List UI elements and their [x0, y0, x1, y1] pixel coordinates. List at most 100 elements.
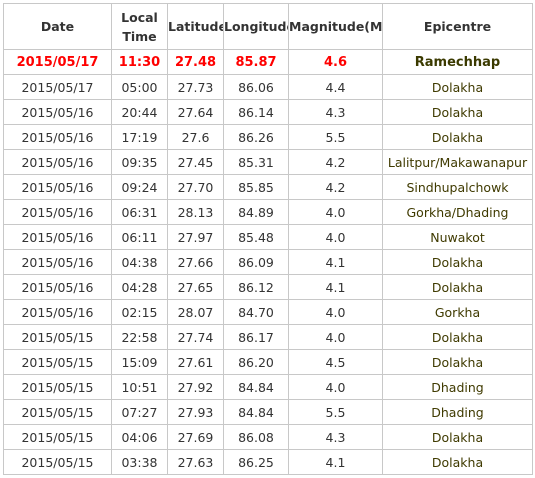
cell-epicentre: Sindhupalchowk	[382, 174, 533, 200]
cell-epicentre: Dolakha	[382, 424, 533, 450]
cell-date: 2015/05/16	[3, 274, 112, 300]
cell-date: 2015/05/16	[3, 124, 112, 150]
cell-local-time: 06:31	[111, 199, 168, 225]
cell-magnitude: 4.3	[288, 99, 383, 125]
cell-latitude: 27.70	[167, 174, 224, 200]
cell-local-time: 02:15	[111, 299, 168, 325]
cell-longitude: 86.12	[223, 274, 289, 300]
cell-epicentre: Dolakha	[382, 349, 533, 375]
cell-longitude: 85.48	[223, 224, 289, 250]
cell-local-time: 04:28	[111, 274, 168, 300]
cell-longitude: 86.20	[223, 349, 289, 375]
cell-longitude: 84.84	[223, 399, 289, 425]
cell-longitude: 86.06	[223, 74, 289, 100]
cell-local-time: 10:51	[111, 374, 168, 400]
table-row: 2015/05/16 09:35 27.45 85.31 4.2 Lalitpur/Mak…	[3, 149, 533, 175]
cell-magnitude: 4.1	[288, 449, 383, 475]
cell-magnitude: 5.5	[288, 124, 383, 150]
cell-epicentre: Dolakha	[382, 124, 533, 150]
cell-longitude: 86.08	[223, 424, 289, 450]
table-row: 2015/05/15 04:06 27.69 86.08 4.3 Dolakha	[3, 424, 533, 450]
cell-longitude: 84.89	[223, 199, 289, 225]
cell-latitude: 27.69	[167, 424, 224, 450]
cell-latitude: 28.07	[167, 299, 224, 325]
cell-local-time: 04:38	[111, 249, 168, 275]
cell-magnitude: 4.1	[288, 274, 383, 300]
cell-date: 2015/05/17	[3, 74, 112, 100]
cell-longitude: 84.84	[223, 374, 289, 400]
header-date: Date	[3, 3, 112, 50]
cell-magnitude: 4.2	[288, 149, 383, 175]
cell-epicentre: Dhading	[382, 374, 533, 400]
cell-magnitude: 5.5	[288, 399, 383, 425]
cell-latitude: 27.64	[167, 99, 224, 125]
cell-longitude: 86.17	[223, 324, 289, 350]
header-epicentre: Epicentre	[382, 3, 533, 50]
table-row: 2015/05/16 04:28 27.65 86.12 4.1 Dolakha	[3, 274, 533, 300]
cell-date: 2015/05/15	[3, 374, 112, 400]
table-row: 2015/05/16 06:31 28.13 84.89 4.0 Gorkha/Dhadi…	[3, 199, 533, 225]
cell-magnitude: 4.6	[288, 49, 383, 75]
cell-epicentre: Lalitpur/Makawanapur	[382, 149, 533, 175]
table-row: 2015/05/15 07:27 27.93 84.84 5.5 Dhading	[3, 399, 533, 425]
cell-date: 2015/05/16	[3, 249, 112, 275]
cell-date: 2015/05/15	[3, 349, 112, 375]
table-row: 2015/05/15 03:38 27.63 86.25 4.1 Dolakha	[3, 449, 533, 475]
cell-date: 2015/05/17	[3, 49, 112, 75]
cell-longitude: 84.70	[223, 299, 289, 325]
cell-epicentre: Ramechhap	[382, 49, 533, 75]
table-row: 2015/05/16 17:19 27.6 86.26 5.5 Dolakha	[3, 124, 533, 150]
cell-epicentre: Dolakha	[382, 249, 533, 275]
cell-latitude: 27.48	[167, 49, 224, 75]
cell-local-time: 09:24	[111, 174, 168, 200]
cell-latitude: 27.61	[167, 349, 224, 375]
cell-latitude: 27.73	[167, 74, 224, 100]
cell-magnitude: 4.5	[288, 349, 383, 375]
cell-local-time: 06:11	[111, 224, 168, 250]
cell-local-time: 11:30	[111, 49, 168, 75]
cell-local-time: 07:27	[111, 399, 168, 425]
cell-date: 2015/05/16	[3, 299, 112, 325]
cell-epicentre: Dolakha	[382, 74, 533, 100]
cell-latitude: 27.74	[167, 324, 224, 350]
table-row: 2015/05/15 22:58 27.74 86.17 4.0 Dolakha	[3, 324, 533, 350]
cell-latitude: 27.66	[167, 249, 224, 275]
cell-longitude: 85.87	[223, 49, 289, 75]
earthquake-table: Date Local Time Latitude Longitude Magnit…	[3, 3, 533, 475]
table-row: 2015/05/16 04:38 27.66 86.09 4.1 Dolakha	[3, 249, 533, 275]
cell-latitude: 27.63	[167, 449, 224, 475]
cell-latitude: 28.13	[167, 199, 224, 225]
cell-local-time: 03:38	[111, 449, 168, 475]
cell-magnitude: 4.0	[288, 374, 383, 400]
cell-epicentre: Gorkha/Dhading	[382, 199, 533, 225]
table-row: 2015/05/15 15:09 27.61 86.20 4.5 Dolakha	[3, 349, 533, 375]
cell-local-time: 09:35	[111, 149, 168, 175]
cell-epicentre: Dolakha	[382, 274, 533, 300]
table-header-row: Date Local Time Latitude Longitude Magnit…	[3, 3, 533, 50]
cell-local-time: 15:09	[111, 349, 168, 375]
cell-latitude: 27.45	[167, 149, 224, 175]
table-body: 2015/05/17 11:30 27.48 85.87 4.6 Ramechhap 201…	[3, 49, 533, 475]
cell-date: 2015/05/15	[3, 399, 112, 425]
cell-epicentre: Dolakha	[382, 449, 533, 475]
cell-longitude: 86.26	[223, 124, 289, 150]
cell-date: 2015/05/16	[3, 174, 112, 200]
header-magnitude: Magnitude(ML)	[288, 3, 383, 50]
table-row: 2015/05/16 02:15 28.07 84.70 4.0 Gorkha	[3, 299, 533, 325]
header-local-time: Local Time	[111, 3, 168, 50]
table-row: 2015/05/16 06:11 27.97 85.48 4.0 Nuwakot	[3, 224, 533, 250]
cell-local-time: 17:19	[111, 124, 168, 150]
cell-date: 2015/05/16	[3, 224, 112, 250]
table-row: 2015/05/17 05:00 27.73 86.06 4.4 Dolakha	[3, 74, 533, 100]
header-latitude: Latitude	[167, 3, 224, 50]
cell-magnitude: 4.2	[288, 174, 383, 200]
cell-epicentre: Dolakha	[382, 99, 533, 125]
table-row: 2015/05/15 10:51 27.92 84.84 4.0 Dhading	[3, 374, 533, 400]
cell-epicentre: Dhading	[382, 399, 533, 425]
cell-longitude: 85.85	[223, 174, 289, 200]
cell-latitude: 27.92	[167, 374, 224, 400]
cell-date: 2015/05/16	[3, 99, 112, 125]
cell-magnitude: 4.0	[288, 299, 383, 325]
cell-magnitude: 4.4	[288, 74, 383, 100]
table-row: 2015/05/16 09:24 27.70 85.85 4.2 Sindhupalcho…	[3, 174, 533, 200]
